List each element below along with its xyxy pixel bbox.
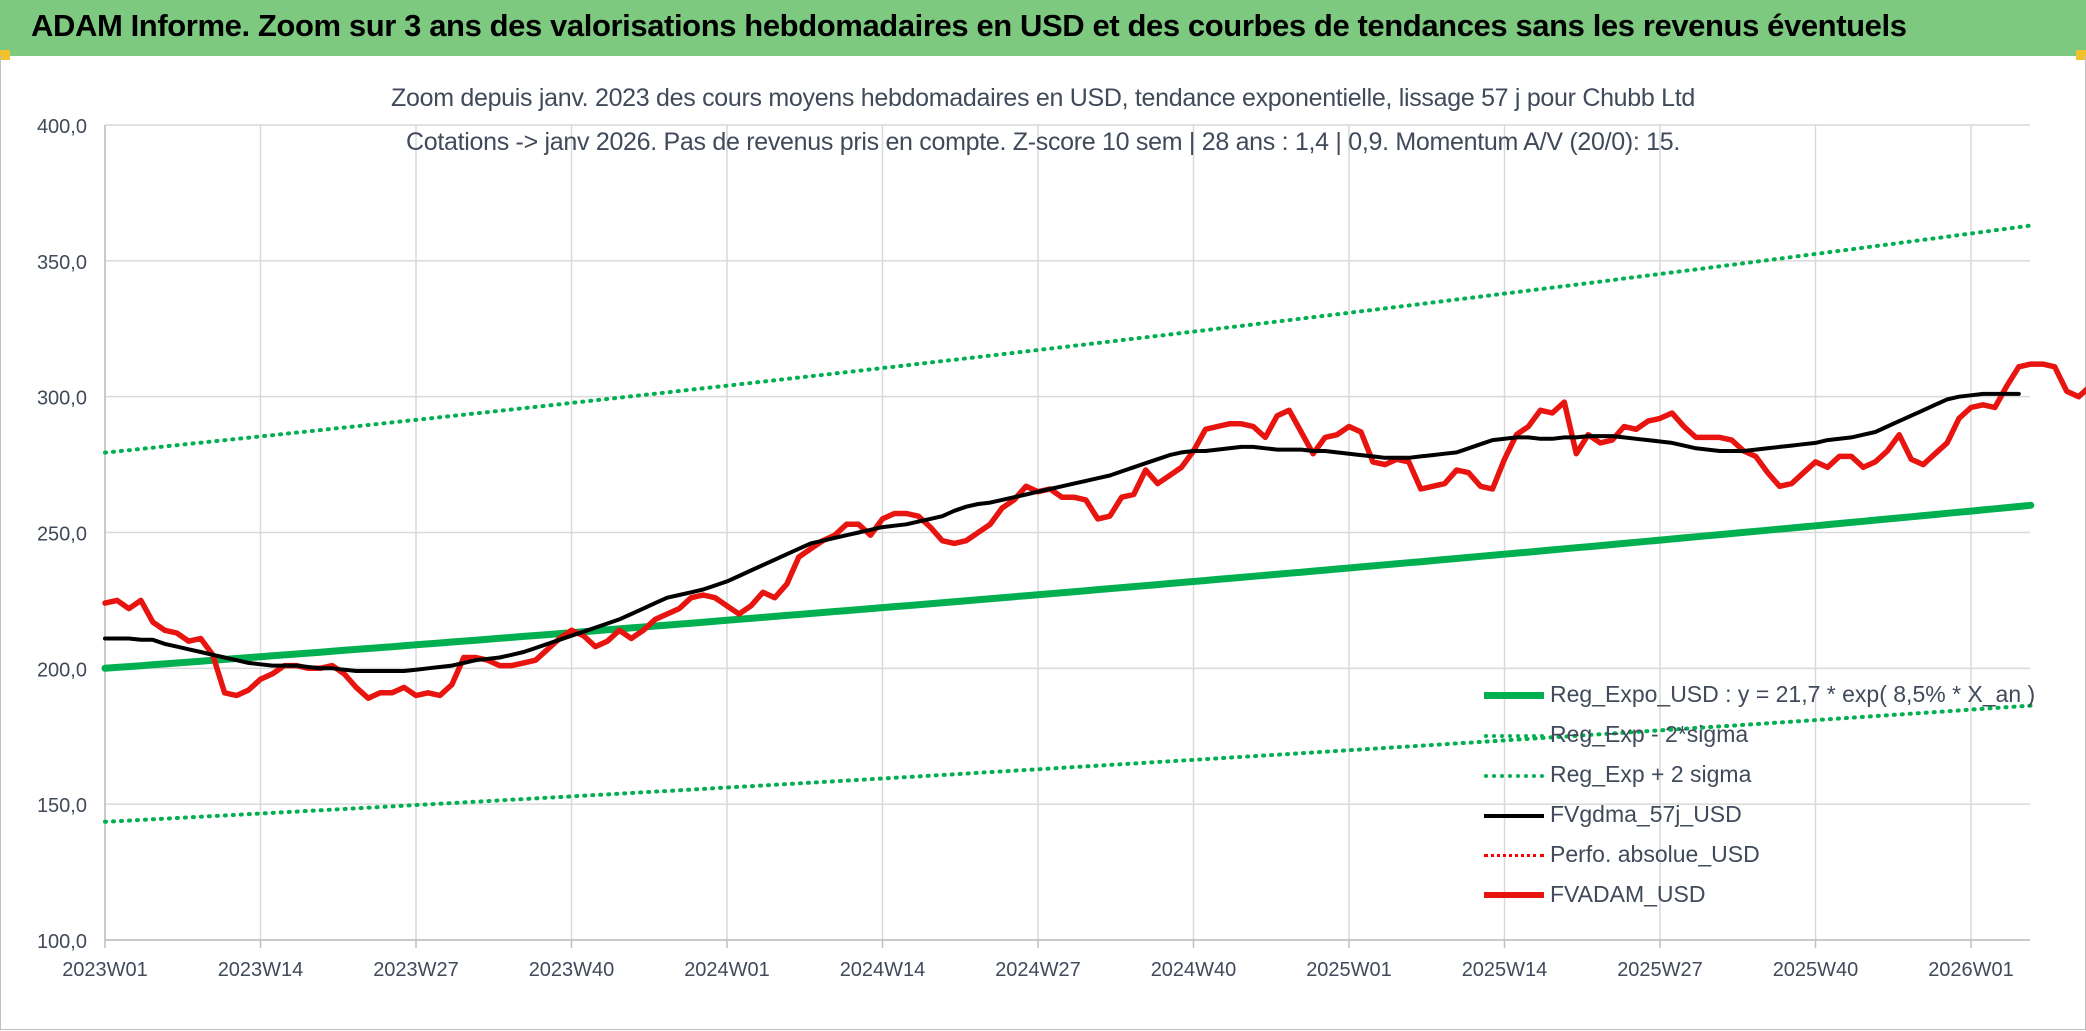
x-tick-label: 2025W40 [1773,959,1859,981]
x-tick-label: 2023W27 [373,959,459,981]
legend-item-fvgdma: FVgdma_57j_USD [1484,796,2044,836]
legend-item-reg-high: Reg_Exp + 2 sigma [1484,756,2044,796]
legend-swatch-perfo [1484,854,1544,857]
corner-marker-left [0,50,10,60]
y-tick-label: 100,0 [37,931,87,953]
y-tick-label: 300,0 [37,388,87,410]
series-reg-exp-plus-2sigma [103,223,2033,455]
y-tick-label: 150,0 [37,795,87,817]
legend-swatch-reg-high [1484,774,1544,778]
x-tick-label: 2024W40 [1151,959,1237,981]
legend-item-fvadam: FVADAM_USD [1484,876,2044,916]
legend-label-fvgdma: FVgdma_57j_USD [1550,801,1742,827]
chart-title-line-1: Zoom depuis janv. 2023 des cours moyens … [391,84,1695,112]
x-tick-label: 2025W27 [1617,959,1703,981]
legend-swatch-reg-low [1484,734,1544,738]
report-title: ADAM Informe. Zoom sur 3 ans des valoris… [31,8,1907,43]
series-reg-exp-minus-2sigma [103,703,2033,824]
legend-swatch-fvgdma [1484,814,1544,818]
x-tick-label: 2024W14 [840,959,926,981]
x-tick-label: 2024W27 [995,959,1081,981]
series-reg-expo-usd [101,501,2035,672]
legend-label-fvadam: FVADAM_USD [1550,881,1706,907]
legend-label-reg-expo: Reg_Expo_USD : y = 21,7 * exp( 8,5% * X_… [1550,681,2036,707]
legend-label-perfo: Perfo. absolue_USD [1550,841,1760,867]
y-tick-label: 200,0 [37,659,87,681]
x-tick-label: 2024W01 [684,959,770,981]
legend-label-reg-low: Reg_Exp - 2*sigma [1550,721,1749,747]
chart-legend: Reg_Expo_USD : y = 21,7 * exp( 8,5% * X_… [1484,676,2044,916]
legend-item-reg-low: Reg_Exp - 2*sigma [1484,716,2044,756]
legend-item-reg-expo: Reg_Expo_USD : y = 21,7 * exp( 8,5% * X_… [1484,676,2044,716]
corner-marker-right [2076,50,2086,60]
x-tick-label: 2026W01 [1928,959,2014,981]
y-tick-label: 350,0 [37,252,87,274]
x-tick-label: 2023W14 [218,959,304,981]
legend-swatch-reg-expo [1484,692,1544,699]
x-tick-label: 2025W01 [1306,959,1392,981]
x-tick-label: 2023W01 [62,959,148,981]
header-banner: ADAM Informe. Zoom sur 3 ans des valoris… [0,0,2086,56]
x-tick-label: 2023W40 [529,959,615,981]
legend-item-perfo: Perfo. absolue_USD [1484,836,2044,876]
y-tick-label: 400,0 [37,116,87,138]
series-fvadam-usd [102,361,2086,701]
legend-label-reg-high: Reg_Exp + 2 sigma [1550,761,1752,787]
y-tick-label: 250,0 [37,524,87,546]
series-fvgdma-57j-usd [103,391,2021,673]
x-tick-label: 2025W14 [1462,959,1548,981]
chart-title-line-2: Cotations -> janv 2026. Pas de revenus p… [406,128,1680,156]
legend-swatch-fvadam [1484,892,1544,898]
